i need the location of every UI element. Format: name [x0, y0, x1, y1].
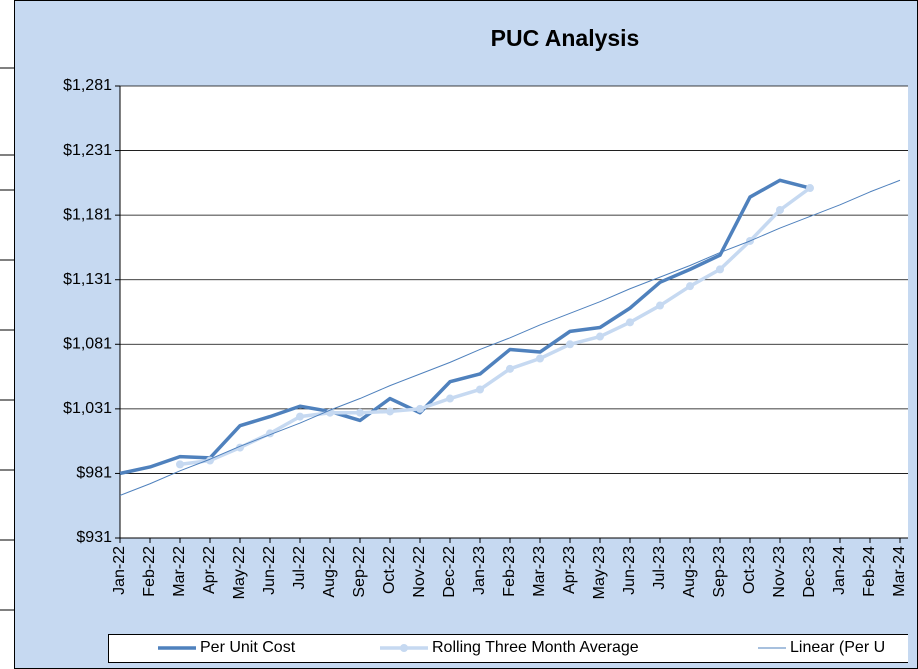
- series-marker: [656, 301, 664, 310]
- series-marker: [296, 412, 304, 421]
- x-tick-label: Jan-23: [471, 546, 488, 595]
- series-marker: [776, 205, 784, 214]
- series-marker: [806, 184, 814, 193]
- sheet-grid: [0, 67, 14, 611]
- x-tick-label: Apr-22: [201, 546, 218, 594]
- y-tick-label: $1,081: [63, 336, 112, 353]
- y-tick-label: $1,281: [63, 77, 112, 94]
- series-marker: [686, 282, 694, 291]
- legend-marker: [400, 644, 408, 652]
- x-tick-label: Jun-23: [621, 546, 638, 595]
- x-tick-label: Dec-22: [441, 546, 458, 598]
- x-tick-label: Oct-22: [381, 546, 398, 594]
- legend-label: Linear (Per U: [790, 639, 885, 656]
- series-line: [179, 186, 812, 467]
- y-tick-label: $1,031: [63, 400, 112, 417]
- x-tick-label: Mar-24: [891, 546, 908, 597]
- x-tick-label: Nov-23: [771, 546, 788, 598]
- x-tick-label: Apr-23: [561, 546, 578, 594]
- y-tick-label: $1,181: [63, 206, 112, 223]
- y-tick-label: $1,131: [63, 271, 112, 288]
- series-marker: [626, 318, 634, 327]
- x-tick-label: Jul-22: [291, 546, 308, 590]
- series-marker: [356, 408, 364, 417]
- x-tick-label: Nov-22: [411, 546, 428, 598]
- x-tick-label: Dec-23: [801, 546, 818, 598]
- x-tick-label: Feb-23: [501, 546, 518, 597]
- x-tick-label: Jun-22: [261, 546, 278, 595]
- x-tick-label: Mar-22: [171, 546, 188, 597]
- x-tick-label: Aug-22: [321, 546, 338, 598]
- x-tick-label: May-22: [231, 546, 248, 599]
- legend-label: Rolling Three Month Average: [432, 639, 639, 656]
- x-tick-label: Jul-23: [651, 546, 668, 590]
- series-line: [120, 179, 901, 496]
- plot-area: [120, 86, 908, 538]
- series-marker: [476, 385, 484, 394]
- series-marker: [566, 340, 574, 349]
- y-tick-label: $981: [76, 465, 112, 482]
- y-tick-label: $1,231: [63, 142, 112, 159]
- x-tick-label: Sep-22: [351, 546, 368, 598]
- x-tick-label: Mar-23: [531, 546, 548, 597]
- x-tick-label: Oct-23: [741, 546, 758, 594]
- chart-title: PUC Analysis: [491, 25, 640, 51]
- x-tick-label: Jan-24: [831, 546, 848, 595]
- x-tick-label: May-23: [591, 546, 608, 599]
- series-marker: [506, 364, 514, 373]
- x-tick-label: Aug-23: [681, 546, 698, 598]
- series-marker: [176, 460, 184, 469]
- x-tick-label: Sep-23: [711, 546, 728, 598]
- series-line: [120, 178, 811, 476]
- series-marker: [446, 394, 454, 403]
- series-marker: [416, 404, 424, 413]
- legend-label: Per Unit Cost: [200, 639, 296, 656]
- y-tick-label: $931: [76, 529, 112, 546]
- series-marker: [386, 407, 394, 416]
- x-tick-label: Feb-24: [861, 546, 878, 597]
- x-tick-label: Jan-22: [111, 546, 128, 595]
- series-marker: [536, 354, 544, 363]
- x-tick-label: Feb-22: [141, 546, 158, 597]
- series-marker: [716, 265, 724, 274]
- series-marker: [596, 332, 604, 341]
